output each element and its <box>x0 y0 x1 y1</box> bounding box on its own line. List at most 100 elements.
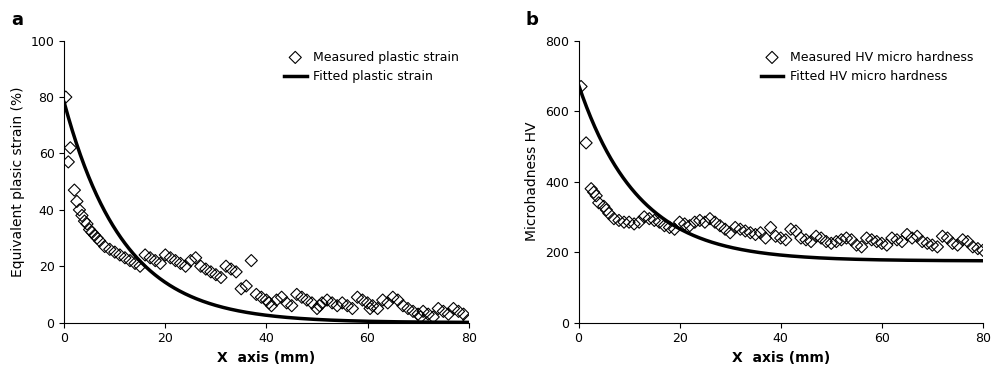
Fitted plastic strain <box>299 317 311 321</box>
Measured plastic strain <box>147 258 163 264</box>
Measured plastic strain <box>202 269 218 275</box>
Measured plastic strain <box>213 274 229 280</box>
Measured HV micro hardness <box>702 216 718 222</box>
Legend: Measured HV micro hardness, Fitted HV micro hardness: Measured HV micro hardness, Fitted HV mi… <box>758 47 977 87</box>
Measured plastic strain <box>370 306 386 312</box>
Measured HV micro hardness <box>696 219 712 225</box>
Measured plastic strain <box>62 145 78 151</box>
Measured plastic strain <box>243 258 260 264</box>
Fitted HV micro hardness <box>904 258 916 262</box>
Measured HV micro hardness <box>854 244 870 250</box>
Measured plastic strain <box>74 212 90 218</box>
Measured HV micro hardness <box>960 238 976 244</box>
Measured plastic strain <box>152 261 168 267</box>
Fitted plastic strain <box>463 320 475 324</box>
Text: b: b <box>526 11 539 29</box>
Measured plastic strain <box>238 283 255 289</box>
Measured plastic strain <box>71 207 87 213</box>
Measured HV micro hardness <box>691 217 707 223</box>
Measured HV micro hardness <box>591 200 607 206</box>
Measured HV micro hardness <box>753 230 769 236</box>
Measured HV micro hardness <box>646 217 662 223</box>
Measured HV micro hardness <box>636 214 652 220</box>
Measured plastic strain <box>223 266 239 272</box>
Measured plastic strain <box>127 261 143 267</box>
Measured plastic strain <box>142 255 158 261</box>
Measured HV micro hardness <box>793 235 809 241</box>
Measured plastic strain <box>89 235 105 241</box>
Measured plastic strain <box>345 306 361 312</box>
Measured plastic strain <box>365 303 381 309</box>
Measured HV micro hardness <box>732 226 748 232</box>
Measured plastic strain <box>269 297 285 303</box>
Legend: Measured plastic strain, Fitted plastic strain: Measured plastic strain, Fitted plastic … <box>281 47 462 87</box>
X-axis label: X  axis (mm): X axis (mm) <box>217 351 316 365</box>
Measured HV micro hardness <box>606 216 622 222</box>
Measured plastic strain <box>218 263 234 269</box>
Measured plastic strain <box>192 263 208 269</box>
Measured plastic strain <box>294 294 310 300</box>
Measured HV micro hardness <box>727 224 743 230</box>
Measured plastic strain <box>461 317 477 323</box>
Measured plastic strain <box>400 306 416 312</box>
Measured plastic strain <box>162 255 178 261</box>
Measured HV micro hardness <box>758 235 774 241</box>
Measured plastic strain <box>314 300 330 306</box>
Measured HV micro hardness <box>859 235 875 241</box>
Measured HV micro hardness <box>651 219 667 225</box>
Measured HV micro hardness <box>869 238 885 244</box>
Measured HV micro hardness <box>611 217 627 223</box>
Measured plastic strain <box>284 303 300 309</box>
Measured plastic strain <box>380 300 396 306</box>
Measured HV micro hardness <box>773 235 789 241</box>
Measured plastic strain <box>122 258 138 264</box>
Measured HV micro hardness <box>583 186 599 192</box>
Measured plastic strain <box>228 269 244 275</box>
Measured HV micro hardness <box>819 238 835 244</box>
Fitted plastic strain <box>390 320 402 324</box>
Measured plastic strain <box>66 187 82 193</box>
Measured plastic strain <box>157 252 173 258</box>
Measured HV micro hardness <box>798 237 814 243</box>
Measured plastic strain <box>86 232 102 238</box>
Y-axis label: Equivalent plasic strain (%): Equivalent plasic strain (%) <box>11 86 25 277</box>
Measured HV micro hardness <box>975 247 991 253</box>
Measured HV micro hardness <box>601 210 617 216</box>
Fitted HV micro hardness <box>967 258 979 263</box>
Measured HV micro hardness <box>844 237 860 243</box>
Fitted plastic strain <box>277 315 289 319</box>
Measured plastic strain <box>167 258 183 264</box>
Measured HV micro hardness <box>803 238 819 244</box>
Measured HV micro hardness <box>839 235 855 241</box>
Measured plastic strain <box>81 227 97 233</box>
Measured HV micro hardness <box>671 219 687 225</box>
Measured HV micro hardness <box>879 242 895 248</box>
Measured HV micro hardness <box>676 221 692 227</box>
Measured plastic strain <box>299 297 315 303</box>
Measured HV micro hardness <box>763 224 779 230</box>
Measured HV micro hardness <box>904 235 920 241</box>
Measured HV micro hardness <box>573 83 589 89</box>
Measured plastic strain <box>385 294 401 300</box>
Measured plastic strain <box>395 303 411 309</box>
Measured HV micro hardness <box>824 240 840 246</box>
Measured HV micro hardness <box>578 140 594 146</box>
Measured HV micro hardness <box>616 219 632 225</box>
Measured plastic strain <box>304 300 320 306</box>
Measured HV micro hardness <box>788 228 804 234</box>
Measured HV micro hardness <box>778 237 794 243</box>
Measured plastic strain <box>274 294 290 300</box>
Fitted HV micro hardness <box>767 252 779 256</box>
Measured plastic strain <box>451 308 467 314</box>
Measured HV micro hardness <box>631 219 647 225</box>
Measured plastic strain <box>413 314 429 320</box>
Measured HV micro hardness <box>919 240 935 246</box>
Measured plastic strain <box>330 303 346 309</box>
Fitted HV micro hardness <box>814 256 826 260</box>
Measured plastic strain <box>335 300 351 306</box>
Measured plastic strain <box>117 255 133 261</box>
Measured plastic strain <box>340 303 356 309</box>
Measured HV micro hardness <box>722 230 738 236</box>
Measured plastic strain <box>132 263 148 269</box>
Measured plastic strain <box>172 261 188 267</box>
